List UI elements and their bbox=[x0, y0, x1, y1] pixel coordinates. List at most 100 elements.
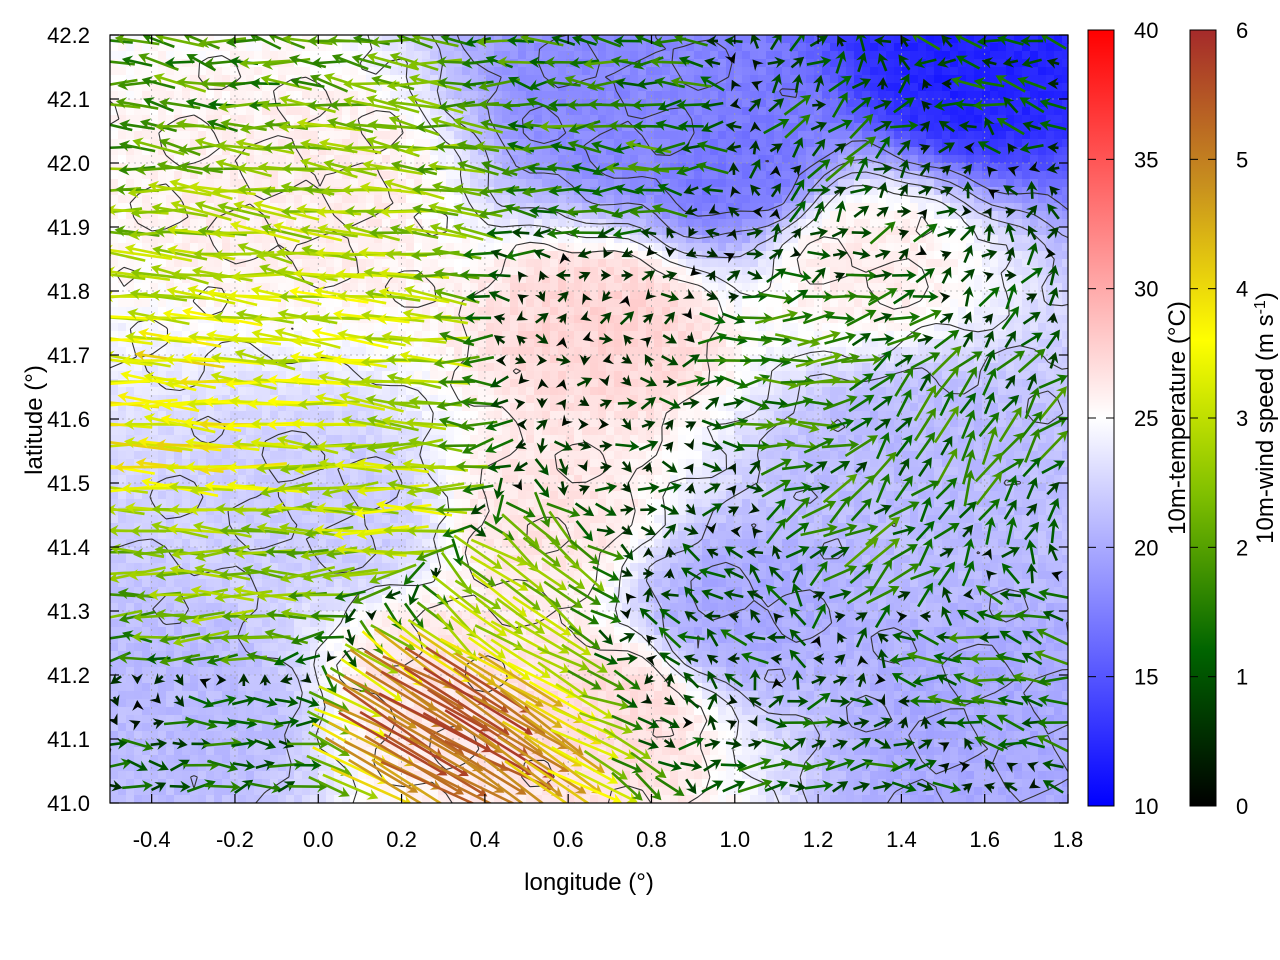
wind-vector bbox=[957, 609, 980, 624]
wind-vector bbox=[917, 582, 933, 608]
wind-vector bbox=[1012, 672, 1052, 686]
wind-vector bbox=[590, 609, 622, 624]
x-tick-label: 1.8 bbox=[1053, 827, 1084, 852]
wind-vector bbox=[110, 486, 149, 494]
wind-vector bbox=[835, 50, 847, 74]
wind-vector bbox=[565, 206, 604, 218]
wind-vector bbox=[251, 328, 322, 348]
x-tick-label: 1.6 bbox=[969, 827, 1000, 852]
wind-vector bbox=[487, 461, 511, 473]
wind-vector bbox=[771, 545, 783, 560]
wind-vector bbox=[875, 473, 891, 504]
wind-vector bbox=[577, 459, 588, 472]
wind-vector bbox=[1026, 563, 1038, 584]
wind-vector bbox=[963, 469, 976, 507]
wind-vector bbox=[849, 563, 874, 584]
wind-vector bbox=[658, 482, 682, 494]
wind-vector bbox=[752, 527, 764, 540]
wind-vector bbox=[1038, 374, 1068, 390]
wind-vector bbox=[1003, 499, 1017, 520]
wind-vector bbox=[1018, 737, 1046, 749]
wind-vector bbox=[997, 694, 1024, 707]
wind-vector bbox=[121, 55, 153, 67]
wind-vector bbox=[546, 502, 581, 518]
wind-vector bbox=[365, 609, 377, 621]
wind-vector bbox=[616, 652, 638, 665]
wind-vector bbox=[1046, 481, 1060, 496]
wind-vector bbox=[973, 76, 1005, 89]
wind-vector bbox=[962, 330, 973, 348]
wind-vector bbox=[369, 563, 417, 585]
wind-vector bbox=[435, 141, 478, 153]
wind-vector bbox=[867, 288, 898, 306]
wind-vector bbox=[962, 244, 974, 264]
wind-vector bbox=[766, 631, 786, 644]
wind-vector bbox=[877, 648, 889, 669]
wind-vector bbox=[701, 588, 724, 600]
wind-vector bbox=[809, 35, 828, 48]
wind-vector bbox=[524, 759, 598, 803]
wind-vector bbox=[834, 200, 847, 223]
wind-vector bbox=[785, 522, 810, 540]
wind-vector bbox=[408, 73, 462, 92]
wind-vector bbox=[110, 251, 146, 262]
wind-vector bbox=[356, 483, 429, 497]
wind-vector bbox=[958, 501, 977, 519]
wind-vector bbox=[238, 673, 250, 687]
wind-vector bbox=[892, 269, 917, 282]
wind-vector bbox=[725, 485, 737, 497]
wind-vector bbox=[630, 751, 667, 779]
wind-vector bbox=[493, 313, 506, 325]
wind-vector bbox=[935, 447, 958, 487]
wind-vector bbox=[580, 310, 593, 322]
wind-vector bbox=[933, 652, 960, 664]
wind-vector bbox=[403, 223, 467, 239]
wind-vector bbox=[1004, 475, 1018, 502]
wind-vector bbox=[998, 406, 1022, 443]
wind-vector bbox=[345, 608, 357, 624]
wind-vector bbox=[748, 459, 761, 475]
wind-vector bbox=[154, 225, 205, 238]
wind-vector bbox=[843, 537, 879, 568]
wind-vector bbox=[703, 759, 722, 772]
wind-vector bbox=[829, 495, 851, 524]
wind-vector bbox=[704, 738, 721, 751]
wind-vector bbox=[747, 714, 758, 727]
wind-vector bbox=[682, 288, 695, 299]
wind-vector bbox=[1005, 269, 1017, 282]
wind-vector bbox=[790, 56, 805, 69]
wind-vector bbox=[461, 355, 495, 368]
wind-vector bbox=[250, 437, 322, 451]
wind-vector bbox=[478, 185, 520, 198]
wind-vector bbox=[962, 524, 974, 538]
wind-vector bbox=[143, 97, 174, 113]
wind-vector bbox=[122, 780, 154, 792]
wind-vector bbox=[352, 585, 391, 605]
wind-vector bbox=[403, 561, 426, 586]
wind-vector bbox=[547, 769, 622, 803]
temperature-colorbar-label: 10m-temperature (°C) bbox=[1164, 301, 1191, 535]
wind-vector bbox=[662, 333, 677, 344]
wind-vector bbox=[620, 353, 633, 364]
wind-vector bbox=[611, 714, 644, 731]
wind-vector bbox=[746, 227, 764, 239]
wind-vector bbox=[937, 561, 956, 586]
wind-vector bbox=[623, 334, 635, 347]
wind-vector bbox=[641, 270, 656, 282]
wind-vector bbox=[272, 221, 343, 242]
wind-vector bbox=[169, 780, 191, 793]
wind-colorbar-tick-label: 5 bbox=[1236, 147, 1248, 172]
wind-vector bbox=[433, 267, 480, 280]
wind-vector bbox=[430, 567, 442, 580]
wind-vector bbox=[599, 440, 613, 452]
wind-vector bbox=[892, 289, 916, 305]
wind-vector bbox=[723, 567, 744, 580]
wind-vector bbox=[1045, 329, 1060, 350]
wind-vector bbox=[455, 753, 525, 803]
wind-vector bbox=[586, 669, 625, 691]
wind-vector bbox=[918, 538, 933, 567]
wind-vector bbox=[353, 503, 432, 519]
wind-vector bbox=[803, 437, 835, 454]
wind-vector bbox=[621, 269, 634, 282]
wind-vector bbox=[138, 52, 179, 71]
